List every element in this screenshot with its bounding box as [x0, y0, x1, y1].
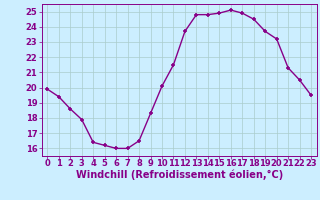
X-axis label: Windchill (Refroidissement éolien,°C): Windchill (Refroidissement éolien,°C) [76, 169, 283, 180]
